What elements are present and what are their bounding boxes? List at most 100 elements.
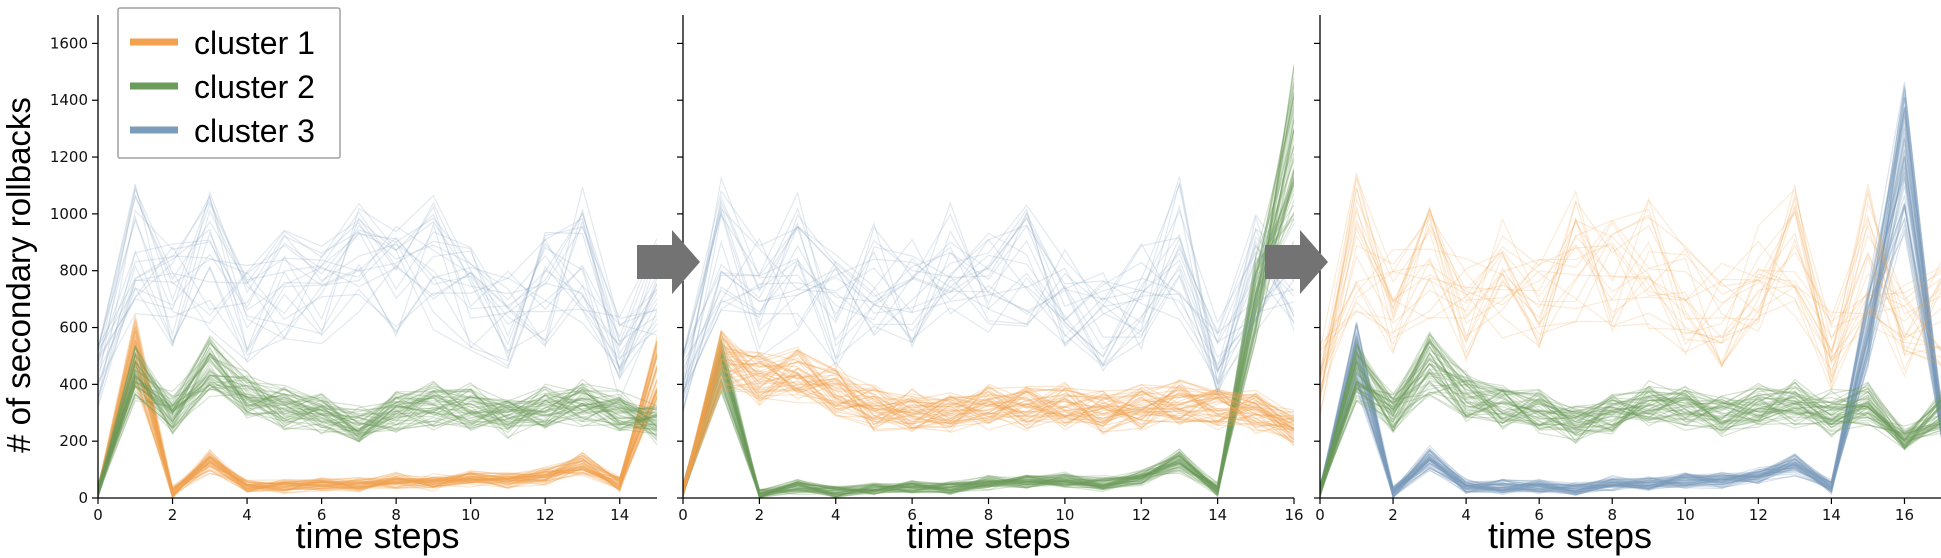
series-line xyxy=(98,361,657,498)
series-line xyxy=(1320,342,1941,492)
series-line xyxy=(98,219,657,397)
series-line xyxy=(98,184,657,382)
series-line xyxy=(98,352,657,496)
series-line xyxy=(1320,156,1941,494)
series-line xyxy=(98,335,657,493)
series-line xyxy=(1320,224,1941,494)
x-tick-label: 0 xyxy=(1315,506,1325,524)
series-line xyxy=(98,346,657,493)
series-line xyxy=(1320,362,1941,494)
series-line xyxy=(1320,126,1941,495)
series-line xyxy=(98,339,657,498)
series-line xyxy=(683,351,1294,497)
series-line xyxy=(683,237,1294,400)
series-line xyxy=(1320,371,1941,491)
series-line xyxy=(683,382,1294,490)
series-line xyxy=(683,358,1294,488)
series-line xyxy=(683,358,1294,486)
y-tick-label: 1200 xyxy=(50,148,88,166)
x-tick-label: 8 xyxy=(1607,506,1617,524)
series-line xyxy=(98,349,657,492)
series-line xyxy=(683,341,1294,493)
series-line xyxy=(683,168,1294,495)
series-line xyxy=(683,340,1294,489)
series-line xyxy=(98,351,657,495)
x-tick-label: 0 xyxy=(93,506,103,524)
series-line xyxy=(1320,128,1941,495)
series-line xyxy=(1320,156,1941,496)
series-line xyxy=(683,204,1294,395)
series-line xyxy=(683,363,1294,495)
series-line xyxy=(683,95,1294,498)
series-line xyxy=(1320,228,1941,498)
series-line xyxy=(1320,391,1941,489)
x-tick-label: 6 xyxy=(1534,506,1544,524)
series-line xyxy=(98,201,657,355)
series-line xyxy=(683,357,1294,494)
series-line xyxy=(98,209,657,384)
series-line xyxy=(1320,166,1941,496)
series-line xyxy=(98,330,657,493)
series-line xyxy=(683,129,1294,497)
series-line xyxy=(683,127,1294,494)
series-line xyxy=(98,328,657,490)
series-line xyxy=(683,335,1294,491)
series-line xyxy=(683,349,1294,494)
series-line xyxy=(98,342,657,492)
series-line xyxy=(98,360,657,495)
legend-label-cluster-2: cluster 2 xyxy=(194,69,315,105)
series-line xyxy=(98,368,657,490)
series-line xyxy=(683,180,1294,498)
series-cluster-1-panel-3 xyxy=(1320,172,1941,416)
series-line xyxy=(98,205,657,370)
series-line xyxy=(1320,187,1941,401)
legend-label-cluster-3: cluster 3 xyxy=(194,113,315,149)
series-line xyxy=(98,340,657,493)
series-line xyxy=(98,363,657,492)
series-line xyxy=(1320,363,1941,486)
series-line xyxy=(98,330,657,498)
series-line xyxy=(683,218,1294,498)
series-line xyxy=(1320,333,1941,494)
series-line xyxy=(98,314,657,491)
series-line xyxy=(683,349,1294,497)
series-line xyxy=(1320,176,1941,493)
series-line xyxy=(683,329,1294,496)
series-line xyxy=(683,341,1294,492)
series-line xyxy=(1320,114,1941,498)
series-line xyxy=(98,345,657,495)
series-line xyxy=(683,367,1294,489)
series-line xyxy=(98,218,657,369)
series-line xyxy=(98,339,657,495)
series-line xyxy=(98,347,657,496)
series-line xyxy=(683,207,1294,394)
series-line xyxy=(1320,360,1941,491)
series-line xyxy=(98,346,657,494)
series-line xyxy=(683,182,1294,375)
series-line xyxy=(683,215,1294,392)
series-line xyxy=(1320,168,1941,497)
series-line xyxy=(1320,371,1941,493)
series-line xyxy=(98,388,657,489)
series-line xyxy=(683,357,1294,489)
x-tick-label: 2 xyxy=(168,506,178,524)
series-line xyxy=(683,352,1294,486)
series-line xyxy=(683,211,1294,393)
series-line xyxy=(1320,178,1941,374)
series-line xyxy=(683,176,1294,493)
series-line xyxy=(1320,85,1941,495)
series-line xyxy=(1320,336,1941,490)
series-line xyxy=(683,360,1294,485)
series-line xyxy=(98,376,657,493)
series-line xyxy=(98,330,657,491)
series-line xyxy=(683,83,1294,498)
series-line xyxy=(683,349,1294,495)
series-line xyxy=(1320,359,1941,493)
series-line xyxy=(1320,138,1941,498)
series-line xyxy=(1320,201,1941,385)
series-line xyxy=(98,354,657,495)
series-line xyxy=(683,357,1294,485)
series-line xyxy=(683,119,1294,498)
series-line xyxy=(98,363,657,487)
x-tick-label: 2 xyxy=(755,506,765,524)
